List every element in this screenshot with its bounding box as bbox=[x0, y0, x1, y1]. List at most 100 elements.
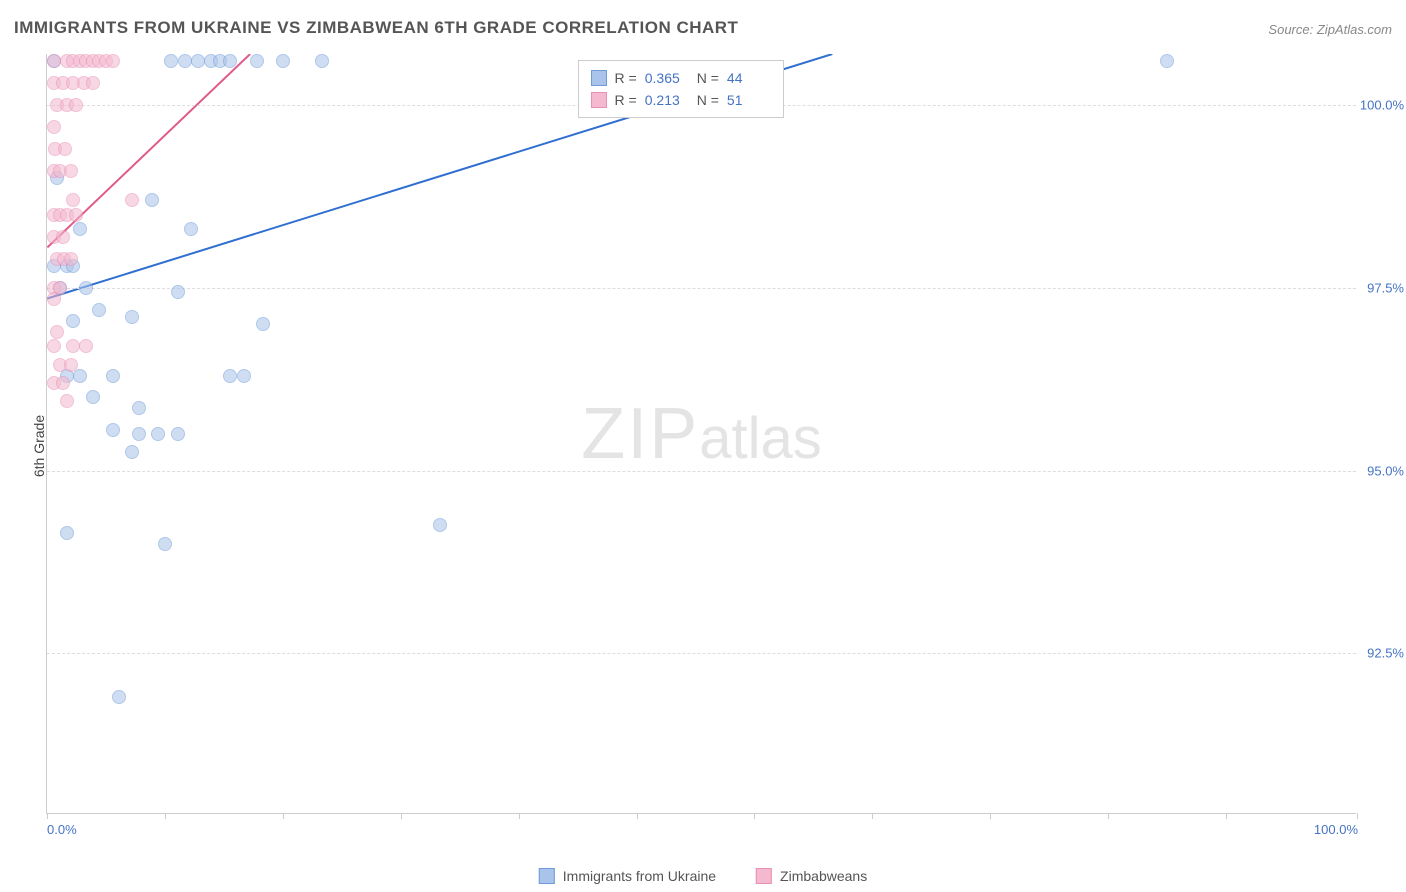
gridline bbox=[47, 653, 1356, 654]
legend-swatch bbox=[591, 70, 607, 86]
scatter-point bbox=[151, 427, 165, 441]
legend-swatch bbox=[591, 92, 607, 108]
scatter-point bbox=[276, 54, 290, 68]
stats-legend-box: R = 0.365 N = 44 R = 0.213 N = 51 bbox=[578, 60, 784, 118]
scatter-point bbox=[60, 394, 74, 408]
watermark-zip: ZIP bbox=[581, 394, 699, 474]
x-tick bbox=[990, 813, 991, 819]
scatter-point bbox=[47, 292, 61, 306]
legend-swatch bbox=[539, 868, 555, 884]
scatter-point bbox=[66, 193, 80, 207]
scatter-point bbox=[69, 208, 83, 222]
scatter-point bbox=[145, 193, 159, 207]
stats-row: R = 0.213 N = 51 bbox=[591, 89, 771, 111]
stats-n-value: 51 bbox=[727, 89, 771, 111]
legend-item: Zimbabweans bbox=[756, 868, 867, 884]
scatter-point bbox=[315, 54, 329, 68]
trend-lines-layer bbox=[47, 54, 1356, 813]
x-tick bbox=[1357, 813, 1358, 819]
scatter-point bbox=[47, 54, 61, 68]
scatter-point bbox=[132, 427, 146, 441]
x-tick bbox=[47, 813, 48, 819]
scatter-point bbox=[433, 518, 447, 532]
scatter-point bbox=[64, 252, 78, 266]
stats-r-value: 0.365 bbox=[645, 67, 689, 89]
scatter-point bbox=[64, 164, 78, 178]
scatter-point bbox=[237, 369, 251, 383]
scatter-point bbox=[256, 317, 270, 331]
stats-n-value: 44 bbox=[727, 67, 771, 89]
scatter-point bbox=[56, 376, 70, 390]
scatter-point bbox=[171, 427, 185, 441]
source-label: Source: bbox=[1268, 22, 1313, 37]
x-min-label: 0.0% bbox=[47, 822, 77, 837]
scatter-point bbox=[73, 369, 87, 383]
stats-n-label: N = bbox=[697, 89, 719, 111]
legend-item: Immigrants from Ukraine bbox=[539, 868, 716, 884]
x-tick bbox=[872, 813, 873, 819]
scatter-point bbox=[92, 303, 106, 317]
legend-label: Immigrants from Ukraine bbox=[563, 868, 716, 884]
scatter-point bbox=[106, 54, 120, 68]
scatter-point bbox=[125, 310, 139, 324]
x-tick bbox=[1226, 813, 1227, 819]
scatter-point bbox=[178, 54, 192, 68]
scatter-point bbox=[47, 339, 61, 353]
legend-label: Zimbabweans bbox=[780, 868, 867, 884]
stats-r-label: R = bbox=[615, 89, 637, 111]
scatter-point bbox=[184, 222, 198, 236]
y-tick-label: 95.0% bbox=[1356, 463, 1404, 478]
scatter-point bbox=[86, 76, 100, 90]
scatter-point bbox=[79, 281, 93, 295]
stats-n-label: N = bbox=[697, 67, 719, 89]
source-attribution: Source: ZipAtlas.com bbox=[1268, 22, 1392, 37]
scatter-point bbox=[164, 54, 178, 68]
x-tick bbox=[637, 813, 638, 819]
scatter-point bbox=[132, 401, 146, 415]
scatter-point bbox=[64, 358, 78, 372]
scatter-point bbox=[66, 339, 80, 353]
x-tick bbox=[165, 813, 166, 819]
y-axis-label: 6th Grade bbox=[31, 415, 47, 477]
x-tick bbox=[519, 813, 520, 819]
stats-r-value: 0.213 bbox=[645, 89, 689, 111]
watermark: ZIPatlas bbox=[581, 393, 822, 475]
legend-swatch bbox=[756, 868, 772, 884]
scatter-plot-area: ZIPatlas 92.5%95.0%97.5%100.0%0.0%100.0%… bbox=[46, 54, 1356, 814]
scatter-point bbox=[125, 193, 139, 207]
x-tick bbox=[1108, 813, 1109, 819]
stats-r-label: R = bbox=[615, 67, 637, 89]
scatter-point bbox=[171, 285, 185, 299]
scatter-point bbox=[112, 690, 126, 704]
x-tick bbox=[283, 813, 284, 819]
scatter-point bbox=[86, 390, 100, 404]
scatter-point bbox=[60, 526, 74, 540]
source-name: ZipAtlas.com bbox=[1317, 22, 1392, 37]
scatter-point bbox=[50, 325, 64, 339]
scatter-point bbox=[250, 54, 264, 68]
scatter-point bbox=[69, 98, 83, 112]
x-tick bbox=[754, 813, 755, 819]
scatter-point bbox=[47, 120, 61, 134]
scatter-point bbox=[1160, 54, 1174, 68]
stats-row: R = 0.365 N = 44 bbox=[591, 67, 771, 89]
scatter-point bbox=[125, 445, 139, 459]
scatter-point bbox=[58, 142, 72, 156]
x-max-label: 100.0% bbox=[1314, 822, 1358, 837]
x-tick bbox=[401, 813, 402, 819]
scatter-point bbox=[191, 54, 205, 68]
scatter-point bbox=[106, 423, 120, 437]
gridline bbox=[47, 471, 1356, 472]
watermark-atlas: atlas bbox=[699, 406, 822, 471]
chart-title: IMMIGRANTS FROM UKRAINE VS ZIMBABWEAN 6T… bbox=[14, 18, 738, 38]
scatter-point bbox=[66, 314, 80, 328]
scatter-point bbox=[73, 222, 87, 236]
y-tick-label: 92.5% bbox=[1356, 646, 1404, 661]
scatter-point bbox=[223, 54, 237, 68]
y-tick-label: 97.5% bbox=[1356, 280, 1404, 295]
y-tick-label: 100.0% bbox=[1356, 98, 1404, 113]
scatter-point bbox=[158, 537, 172, 551]
scatter-point bbox=[223, 369, 237, 383]
gridline bbox=[47, 288, 1356, 289]
bottom-legend: Immigrants from Ukraine Zimbabweans bbox=[539, 868, 867, 884]
